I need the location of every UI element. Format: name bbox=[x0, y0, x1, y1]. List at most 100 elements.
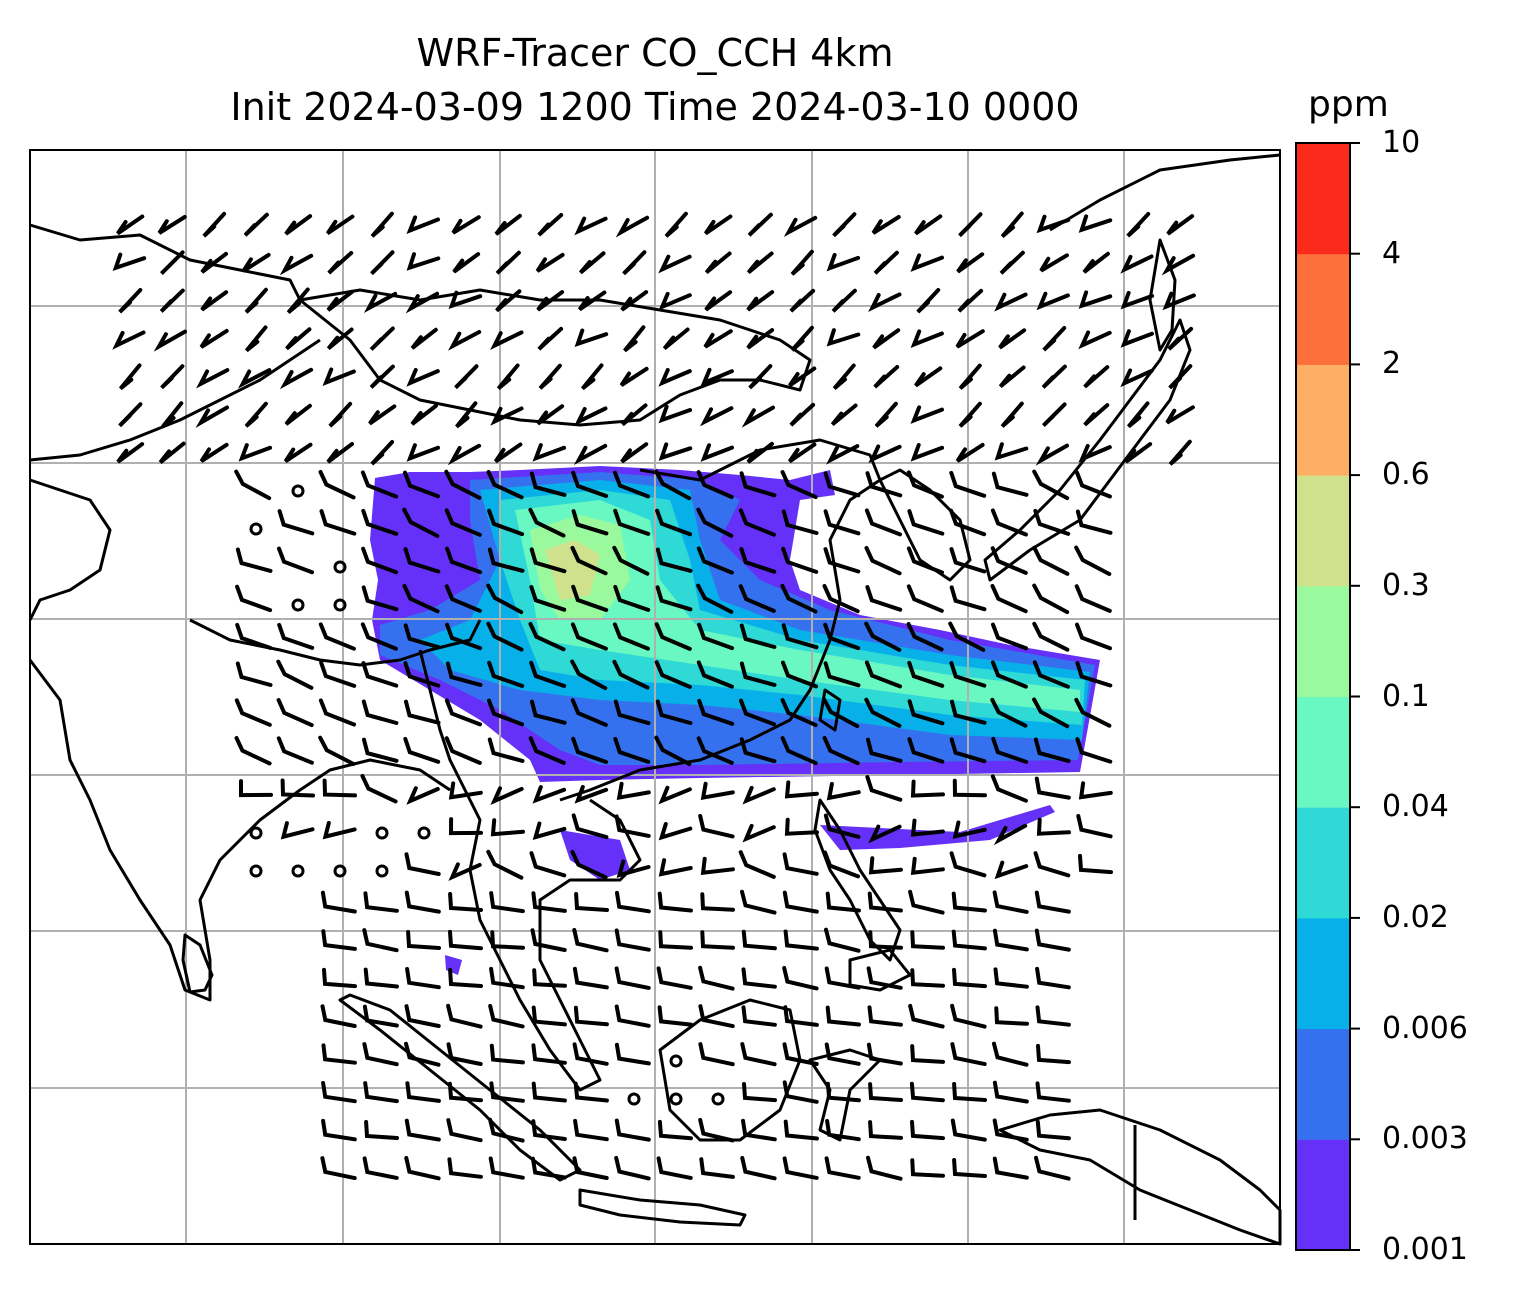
wind-barb bbox=[535, 252, 565, 273]
wind-barb bbox=[696, 546, 734, 575]
wind-barb bbox=[825, 1081, 861, 1103]
wind-barb bbox=[864, 508, 902, 537]
wind-barb bbox=[823, 471, 861, 498]
wind-barb bbox=[530, 928, 567, 952]
colorbar-tick-label: 0.1 bbox=[1382, 678, 1430, 714]
wind-barb bbox=[1165, 405, 1195, 425]
wind-barb bbox=[658, 368, 692, 387]
coastline-japan bbox=[983, 318, 1192, 582]
wind-barb bbox=[823, 813, 861, 839]
wind-barb bbox=[363, 1081, 399, 1104]
wind-barb bbox=[613, 584, 651, 612]
wind-barb bbox=[949, 508, 987, 537]
wind-barb bbox=[956, 252, 985, 274]
wind-barb bbox=[195, 405, 229, 428]
wind-barb bbox=[700, 367, 734, 387]
wind-barb bbox=[832, 363, 856, 391]
colorbar-tick-label: 4 bbox=[1382, 235, 1402, 271]
wind-barb bbox=[613, 508, 651, 536]
wind-barb bbox=[868, 930, 903, 950]
wind-barb bbox=[614, 928, 651, 952]
wind-barb bbox=[867, 1005, 903, 1027]
wind-barb bbox=[910, 1158, 945, 1178]
wind-barb bbox=[239, 779, 273, 798]
wind-barb bbox=[284, 214, 313, 236]
wind-barb bbox=[496, 363, 520, 391]
wind-barb bbox=[573, 1118, 609, 1142]
wind-barb bbox=[906, 584, 944, 613]
wind-barb bbox=[530, 1156, 567, 1180]
wind-barb bbox=[822, 697, 860, 729]
wind-barb bbox=[403, 470, 440, 499]
wind-barb bbox=[1078, 853, 1113, 875]
colorbar-tick-label: 10 bbox=[1382, 125, 1421, 160]
wind-barb bbox=[570, 698, 608, 727]
wind-barb bbox=[529, 660, 567, 688]
wind-barb bbox=[907, 699, 945, 726]
wind-barb bbox=[620, 290, 649, 312]
wind-barb bbox=[454, 364, 479, 390]
wind-barb bbox=[370, 211, 394, 238]
wind-barb bbox=[830, 403, 858, 427]
wind-barb bbox=[404, 1156, 441, 1181]
wind-barb bbox=[991, 622, 1028, 651]
wind-barb bbox=[822, 584, 860, 614]
wind-barb bbox=[530, 699, 567, 725]
wind-barb bbox=[612, 622, 650, 651]
coastline-sri-lanka bbox=[181, 933, 214, 994]
wind-barb bbox=[1039, 253, 1069, 273]
wind-barb bbox=[116, 442, 145, 464]
wind-barb bbox=[655, 585, 693, 612]
wind-barb bbox=[658, 291, 692, 311]
colorbar-segment bbox=[1296, 585, 1350, 697]
wind-barb bbox=[910, 1044, 945, 1064]
wind-barb bbox=[574, 216, 608, 236]
wind-barb bbox=[406, 215, 440, 235]
wind-barb bbox=[448, 929, 483, 951]
wind-barb bbox=[235, 547, 273, 573]
wind-barb bbox=[196, 368, 230, 389]
wind-barb bbox=[868, 856, 903, 875]
wind-barb bbox=[614, 966, 651, 990]
wind-barb bbox=[994, 442, 1029, 461]
wind-barb bbox=[447, 330, 482, 351]
colorbar-tick-label: 0.04 bbox=[1382, 789, 1449, 825]
wind-barb-calm bbox=[669, 1092, 683, 1106]
wind-barb bbox=[1034, 928, 1071, 952]
wind-barb bbox=[199, 442, 229, 463]
wind-barb bbox=[747, 212, 773, 237]
wind-barb bbox=[865, 775, 903, 802]
wind-barb bbox=[739, 471, 777, 498]
wind-barb bbox=[780, 470, 818, 500]
wind-barb-calm bbox=[249, 864, 263, 878]
colorbar-segment bbox=[1296, 253, 1350, 365]
wind-barb bbox=[1036, 1043, 1071, 1065]
wind-barb bbox=[825, 891, 861, 913]
wind-barb bbox=[738, 584, 776, 613]
wind-barb bbox=[655, 508, 693, 537]
wind-barb bbox=[234, 698, 272, 727]
wind-barb bbox=[740, 889, 777, 915]
wind-barb bbox=[1000, 211, 1024, 239]
wind-barb bbox=[161, 401, 184, 429]
wind-barb bbox=[990, 697, 1028, 728]
border-himalaya bbox=[189, 618, 482, 667]
wind-barb bbox=[658, 404, 693, 424]
colorbar-segment bbox=[1296, 917, 1350, 1030]
wind-barb bbox=[909, 1081, 945, 1103]
wind-barb bbox=[362, 737, 399, 763]
wind-barb bbox=[782, 890, 819, 914]
wind-barb bbox=[486, 470, 524, 500]
tracer-field bbox=[370, 466, 1100, 975]
wind-barb bbox=[531, 891, 567, 913]
wind-barb bbox=[657, 891, 693, 913]
wind-barb bbox=[738, 508, 776, 537]
wind-barb bbox=[614, 1155, 651, 1181]
wind-barb bbox=[235, 661, 273, 687]
wind-barb bbox=[529, 547, 567, 574]
wind-barb bbox=[1120, 329, 1154, 348]
wind-barb bbox=[831, 288, 857, 313]
wind-barb bbox=[361, 699, 399, 725]
wind-barb bbox=[1034, 776, 1071, 800]
wind-barb bbox=[871, 215, 901, 235]
